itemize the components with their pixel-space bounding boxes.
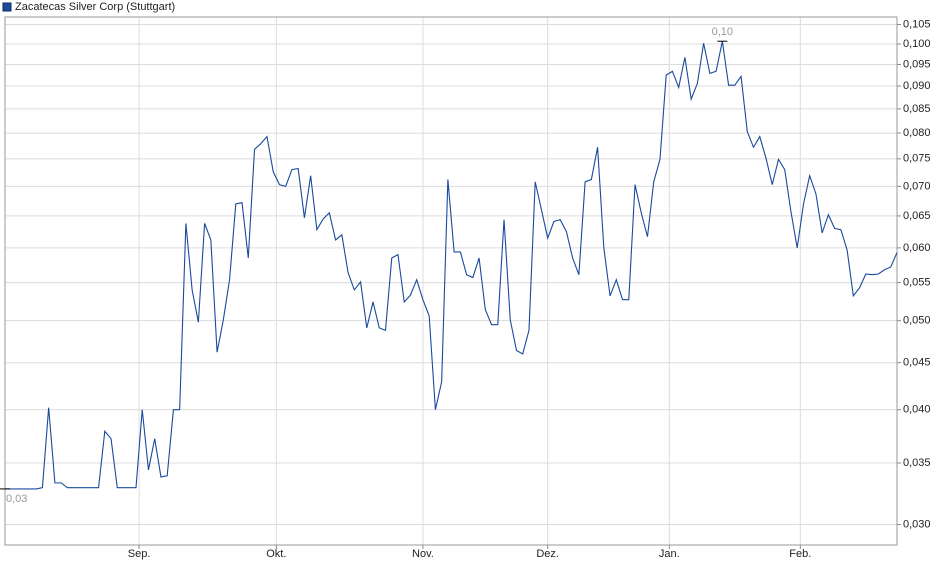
x-tick-label: Okt.: [266, 548, 286, 560]
y-tick-label: 0,090: [903, 80, 931, 92]
price-line: [5, 41, 898, 490]
y-tick-label: 0,050: [903, 315, 931, 327]
y-tick-label: 0,065: [903, 210, 931, 222]
y-tick-label: 0,105: [903, 18, 931, 30]
y-tick-label: 0,075: [903, 153, 931, 165]
x-tick-label: Sep.: [128, 548, 151, 560]
annotation-label: 0,03: [6, 493, 27, 505]
y-tick-label: 0,080: [903, 127, 931, 139]
y-tick-label: 0,070: [903, 180, 931, 192]
x-tick-label: Dez.: [536, 548, 559, 560]
y-tick-label: 0,040: [903, 404, 931, 416]
x-tick-label: Feb.: [789, 548, 811, 560]
y-tick-label: 0,085: [903, 103, 931, 115]
y-tick-label: 0,095: [903, 58, 931, 70]
x-tick-label: Nov.: [412, 548, 434, 560]
y-tick-label: 0,060: [903, 242, 931, 254]
legend-swatch: [2, 2, 12, 12]
y-tick-label: 0,045: [903, 357, 931, 369]
annotation-label: 0,10: [712, 26, 733, 38]
y-tick-label: 0,030: [903, 518, 931, 530]
plot-frame: [4, 16, 898, 546]
x-tick-label: Jan.: [659, 548, 680, 560]
y-tick-label: 0,035: [903, 457, 931, 469]
legend-label: Zacatecas Silver Corp (Stuttgart): [15, 1, 175, 13]
y-tick-label: 0,055: [903, 277, 931, 289]
y-tick-label: 0,100: [903, 38, 931, 50]
